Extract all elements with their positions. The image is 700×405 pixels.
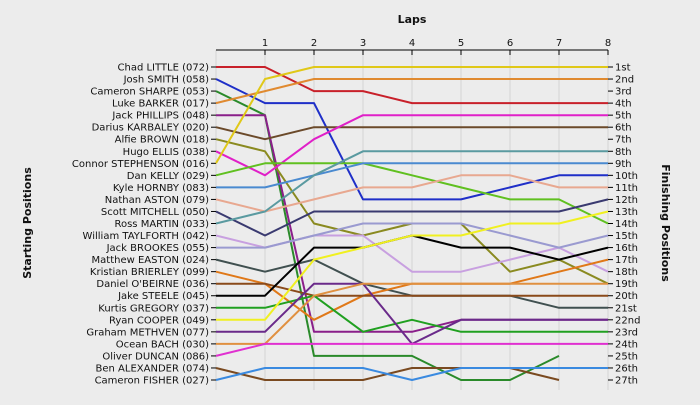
series-line-13: [215, 198, 609, 237]
driver-label: Jake STEELE (045): [117, 291, 209, 302]
finishing-label: 25th: [615, 351, 638, 362]
driver-label: Graham METHVEN (077): [86, 327, 209, 338]
series-line-21: [216, 294, 608, 333]
x-tick-label: 1: [262, 38, 268, 49]
driver-label: Connor STEPHENSON (016): [72, 159, 209, 170]
series-line-10: [215, 162, 609, 225]
finishing-label: 5th: [615, 111, 632, 122]
series-line-16: [216, 222, 609, 249]
driver-label: Kurtis GREGORY (037): [98, 303, 209, 314]
driver-label: Josh SMITH (058): [123, 75, 210, 86]
finishing-label: 9th: [615, 159, 632, 170]
finishing-label: 11th: [615, 183, 638, 194]
driver-label: Cameron FISHER (027): [95, 376, 210, 387]
driver-label: Ocean BACH (030): [116, 339, 209, 350]
series-line-24: [216, 282, 608, 345]
x-tick-label: 2: [311, 38, 317, 49]
finishing-label: 6th: [615, 123, 632, 134]
series-line-14: [215, 150, 608, 225]
driver-label: Ryan COOPER (049): [109, 315, 209, 326]
series-line-4: [215, 78, 608, 105]
series-line-27: [215, 367, 608, 381]
finishing-label: 21st: [615, 303, 637, 314]
x-tick-label: 7: [556, 38, 562, 49]
series-line-25: [215, 342, 608, 357]
driver-label: Jack PHILLIPS (048): [111, 111, 209, 122]
series-line-22: [216, 210, 609, 321]
finishing-label: 10th: [615, 171, 638, 182]
x-tick-label: 6: [507, 38, 513, 49]
driver-label: Chad LITTLE (072): [118, 63, 210, 74]
driver-label: Nathan ASTON (079): [105, 195, 209, 206]
finishing-label: 18th: [615, 267, 638, 278]
finishing-label: 22nd: [615, 315, 640, 326]
driver-label: Scott MITCHELL (050): [101, 207, 209, 218]
finishing-label: 16th: [615, 243, 638, 254]
finishing-label: 7th: [615, 135, 632, 146]
series-line-9: [215, 66, 608, 164]
finishing-label: 17th: [615, 255, 638, 266]
finishing-label: 27th: [615, 376, 638, 387]
finishing-label: 20th: [615, 291, 638, 302]
finishing-label: 8th: [615, 147, 632, 158]
series-lines: [215, 66, 609, 381]
grid: [215, 50, 609, 390]
finishing-label: 19th: [615, 279, 638, 290]
driver-label: Daniel O'BEIRNE (036): [96, 279, 209, 290]
finishing-label: 23rd: [615, 327, 638, 338]
driver-label: Kyle HORNBY (083): [113, 183, 209, 194]
finishing-label: 14th: [615, 219, 638, 230]
y-axis-label-left: Starting Positions: [21, 167, 34, 279]
x-tick-label: 5: [458, 38, 464, 49]
finishing-label: 15th: [615, 231, 638, 242]
driver-label: Darius KARBALEY (020): [92, 123, 209, 134]
finishing-label: 3rd: [615, 87, 632, 98]
driver-label: Luke BARKER (017): [112, 99, 209, 110]
labels: 1 2 3 4 5 6 7 8 Chad LITTLE (072)Josh SMITH (058…: [72, 38, 641, 387]
chart-title: Laps: [398, 13, 427, 26]
finishing-label: 24th: [615, 339, 638, 350]
y-axis-label-right: Finishing Positions: [659, 164, 672, 282]
driver-label: Matthew EASTON (024): [92, 255, 210, 266]
finishing-label: 2nd: [615, 75, 634, 86]
driver-label: Ross MARTIN (033): [114, 219, 209, 230]
x-tick-label: 4: [409, 38, 415, 49]
driver-label: Alfie BROWN (018): [115, 135, 209, 146]
driver-label: Dan KELLY (029): [127, 171, 209, 182]
driver-label: William TAYLFORTH (042): [83, 231, 210, 242]
driver-label: Ben ALEXANDER (074): [96, 363, 210, 374]
x-tick-label: 8: [605, 38, 611, 49]
driver-label: Oliver DUNCAN (086): [102, 351, 209, 362]
driver-label: Cameron SHARPE (053): [90, 87, 209, 98]
x-tick-label: 3: [360, 38, 366, 49]
finishing-label: 13th: [615, 207, 638, 218]
series-line-11: [216, 162, 608, 189]
finishing-label: 12th: [615, 195, 638, 206]
axes: [211, 49, 613, 381]
finishing-label: 4th: [615, 99, 632, 110]
driver-label: Hugo ELLIS (038): [123, 147, 209, 158]
driver-label: Kristian BRIERLEY (099): [90, 267, 209, 278]
series-line-19: [216, 282, 608, 297]
driver-label: Jack BROOKES (055): [106, 243, 209, 254]
finishing-label: 26th: [615, 363, 638, 374]
series-line-6: [215, 126, 608, 141]
series-line-2: [215, 78, 608, 201]
finishing-label: 1st: [615, 63, 631, 74]
series-line-12: [215, 174, 608, 213]
